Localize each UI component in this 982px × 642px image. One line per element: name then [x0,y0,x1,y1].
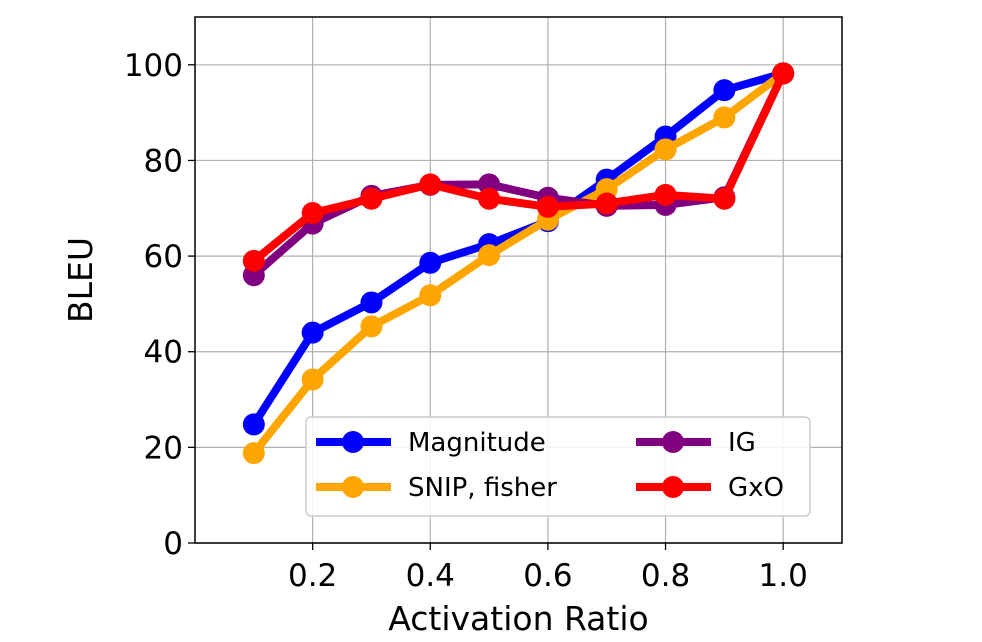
data-point [301,321,324,344]
data-point [301,202,324,225]
legend-label: Magnitude [408,428,546,458]
legend-label: SNIP, fisher [408,473,557,503]
data-point [713,187,736,210]
y-tick-label: 100 [124,48,183,84]
data-point [713,106,736,129]
data-point [242,442,265,465]
legend-swatch-marker [662,431,684,453]
series-line [249,69,788,429]
data-point [772,62,795,85]
legend-swatch-marker [342,476,364,498]
legend-item: Magnitude [316,428,546,458]
legend-label: GxO [728,473,784,503]
x-axis-label: Activation Ratio [388,599,648,638]
data-point [419,251,442,274]
legend-label: IG [728,428,756,458]
series-snip-fisher [242,62,795,465]
x-tick-label: 0.2 [288,558,337,594]
series-line [249,69,788,265]
data-point [360,315,383,338]
data-point [301,368,324,391]
legend-item: GxO [636,473,784,503]
legend-swatch-marker [662,476,684,498]
x-tick-label: 0.8 [641,558,690,594]
legend-swatch-marker [342,431,364,453]
data-point [713,79,736,102]
x-tick-label: 0.4 [406,558,455,594]
y-tick-label: 80 [144,143,183,179]
y-tick-label: 40 [144,335,183,371]
series-magnitude [242,62,795,436]
x-tick-label: 0.6 [523,558,572,594]
legend-item: SNIP, fisher [316,473,557,503]
y-tick-label: 20 [144,430,183,466]
data-point [595,192,618,215]
data-point [242,413,265,436]
series-line [249,69,788,458]
data-point [478,244,501,267]
y-tick-label: 60 [144,239,183,275]
data-point [242,249,265,272]
data-point [536,195,559,218]
plot-frame [194,16,843,544]
series-gxo [242,62,795,272]
series-layer [242,62,795,465]
legend-item: IG [636,428,756,458]
data-point [654,183,677,206]
data-point [360,187,383,210]
data-point [478,187,501,210]
data-point [419,284,442,307]
y-axis-label: BLEU [61,237,100,323]
data-point [654,138,677,161]
data-point [419,173,442,196]
data-point [360,291,383,314]
ticks: 0.2 0.4 0.6 0.8 1.0 0 20 40 60 80 100 [124,48,808,594]
x-tick-label: 1.0 [759,558,808,594]
legend: Magnitude SNIP, fisher IG GxO [305,416,811,517]
y-tick-label: 0 [163,526,183,562]
